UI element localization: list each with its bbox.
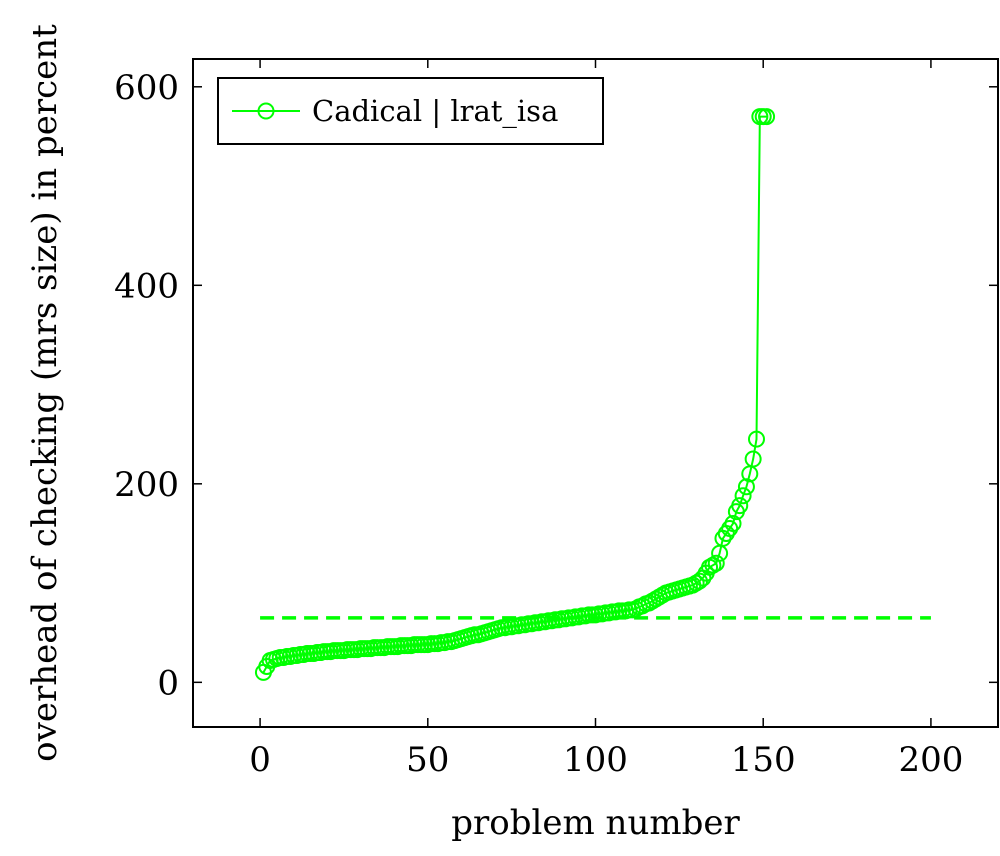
x-tick-label: 150 (731, 740, 796, 780)
data-point (707, 554, 725, 572)
y-tick-label: 0 (157, 663, 179, 703)
plot-frame (192, 58, 999, 728)
data-point (758, 108, 776, 126)
plot-area (192, 58, 999, 728)
data-point (744, 450, 762, 468)
data-point (721, 519, 739, 537)
legend-entry-label: Cadical | lrat_isa (312, 94, 558, 129)
tick-labels: 0 50 100 150 200 0 200 400 600 (114, 68, 963, 780)
data-point (734, 487, 752, 505)
legend: Cadical | lrat_isa (217, 77, 604, 145)
x-axis-label: problem number (451, 803, 740, 843)
data-point (724, 515, 742, 533)
y-tick-label: 600 (114, 68, 179, 108)
x-tick-label: 0 (249, 740, 271, 780)
y-axis-label: overhead of checking (mrs size) in perce… (25, 24, 65, 762)
legend-marker-swatch (257, 102, 275, 120)
x-tick-label: 50 (406, 740, 449, 780)
data-point (737, 478, 755, 496)
x-tick-label: 200 (898, 740, 963, 780)
y-tick-label: 400 (114, 266, 179, 306)
ticks-layer (193, 59, 998, 727)
y-tick-label: 200 (114, 465, 179, 505)
x-tick-label: 100 (563, 740, 628, 780)
series-layer (254, 108, 776, 681)
data-point (748, 430, 765, 448)
data-point (731, 497, 749, 515)
